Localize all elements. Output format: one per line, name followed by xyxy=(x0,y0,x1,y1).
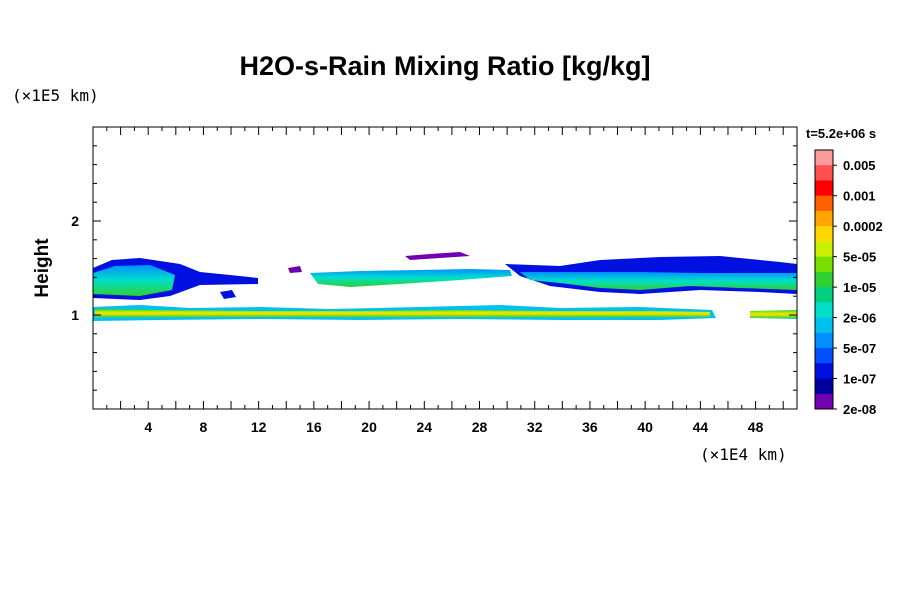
y-tick-label: 1 xyxy=(71,307,79,323)
colorbar-label: 0.001 xyxy=(843,189,876,204)
time-label: t=5.2e+06 s xyxy=(806,126,876,141)
colorbar-label: 2e-08 xyxy=(843,402,876,417)
x-tick-label: 8 xyxy=(200,419,208,435)
colorbar-label: 1e-07 xyxy=(843,372,876,387)
x-tick-label: 36 xyxy=(582,419,598,435)
colorbar-swatch xyxy=(815,180,833,197)
colorbar-label: 1e-05 xyxy=(843,280,876,295)
plot-frame xyxy=(92,126,798,410)
colorbar-swatch xyxy=(815,195,833,212)
colorbar-swatch xyxy=(815,271,833,288)
colorbar-swatch xyxy=(815,287,833,303)
upper-band-right-core xyxy=(520,272,797,290)
colorbar: 0.005 0.001 0.0002 5e-05 1e-05 2e-06 5e-07 1e-0… xyxy=(814,149,883,417)
y-unit-label: (×1E5 km) xyxy=(12,86,99,105)
colorbar-swatch xyxy=(815,241,833,258)
y-axis-ticks: 12 xyxy=(71,145,797,391)
y-tick-label: 2 xyxy=(71,213,79,229)
upper-band-mid xyxy=(310,269,512,287)
y-axis-label: Height xyxy=(32,238,53,298)
x-tick-label: 40 xyxy=(637,419,653,435)
colorbar-swatch xyxy=(815,348,833,364)
colorbar-label: 0.005 xyxy=(843,158,876,173)
x-tick-label: 20 xyxy=(361,419,377,435)
colorbar-swatch xyxy=(815,302,833,318)
colorbar-swatch xyxy=(815,393,833,410)
x-tick-label: 44 xyxy=(693,419,709,435)
colorbar-swatch xyxy=(815,378,833,395)
colorbar-label: 5e-05 xyxy=(843,250,876,265)
upper-scatter-b xyxy=(220,290,236,299)
colorbar-label: 2e-06 xyxy=(843,311,876,326)
upper-scatter-c xyxy=(288,266,302,273)
colorbar-swatch xyxy=(815,256,833,273)
colorbar-swatch xyxy=(815,150,833,166)
x-tick-label: 16 xyxy=(306,419,322,435)
colorbar-swatch xyxy=(815,317,833,334)
x-tick-label: 4 xyxy=(144,419,152,435)
x-unit-label: (×1E4 km) xyxy=(700,445,787,464)
lower-band-core xyxy=(95,309,710,318)
upper-scatter-a xyxy=(405,252,470,260)
colorbar-frame xyxy=(814,149,834,410)
upper-band-core-left xyxy=(93,265,175,296)
colorbar-swatch xyxy=(815,165,833,181)
colorbar-label: 0.0002 xyxy=(843,219,883,234)
colorbar-label: 5e-07 xyxy=(843,341,876,356)
x-tick-label: 48 xyxy=(748,419,764,435)
x-tick-label: 24 xyxy=(417,419,433,435)
heatmap-field xyxy=(93,252,797,321)
colorbar-swatch xyxy=(815,332,833,349)
colorbar-swatch xyxy=(815,363,833,379)
x-tick-label: 32 xyxy=(527,419,543,435)
x-tick-label: 12 xyxy=(251,419,267,435)
x-tick-label: 28 xyxy=(472,419,488,435)
colorbar-swatch xyxy=(815,210,833,227)
colorbar-swatch xyxy=(815,226,833,242)
chart-title: H2O-s-Rain Mixing Ratio [kg/kg] xyxy=(239,51,650,81)
x-axis-ticks: 4 8 12 16 20 24 28 32 36 40 44 48 xyxy=(106,127,784,435)
lower-band-right xyxy=(750,310,797,319)
